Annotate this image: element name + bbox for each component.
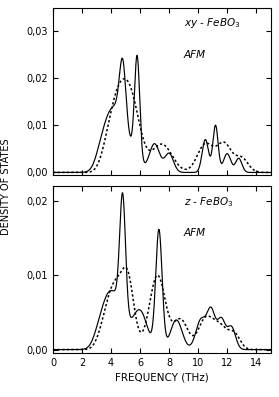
- Text: z - FeBO$_3$: z - FeBO$_3$: [184, 195, 233, 208]
- Text: xy - FeBO$_3$: xy - FeBO$_3$: [184, 16, 240, 30]
- Text: AFM: AFM: [184, 228, 206, 238]
- Text: AFM: AFM: [184, 50, 206, 60]
- Text: DENSITY OF STATES: DENSITY OF STATES: [1, 138, 11, 235]
- X-axis label: FREQUENCY (THz): FREQUENCY (THz): [115, 372, 209, 382]
